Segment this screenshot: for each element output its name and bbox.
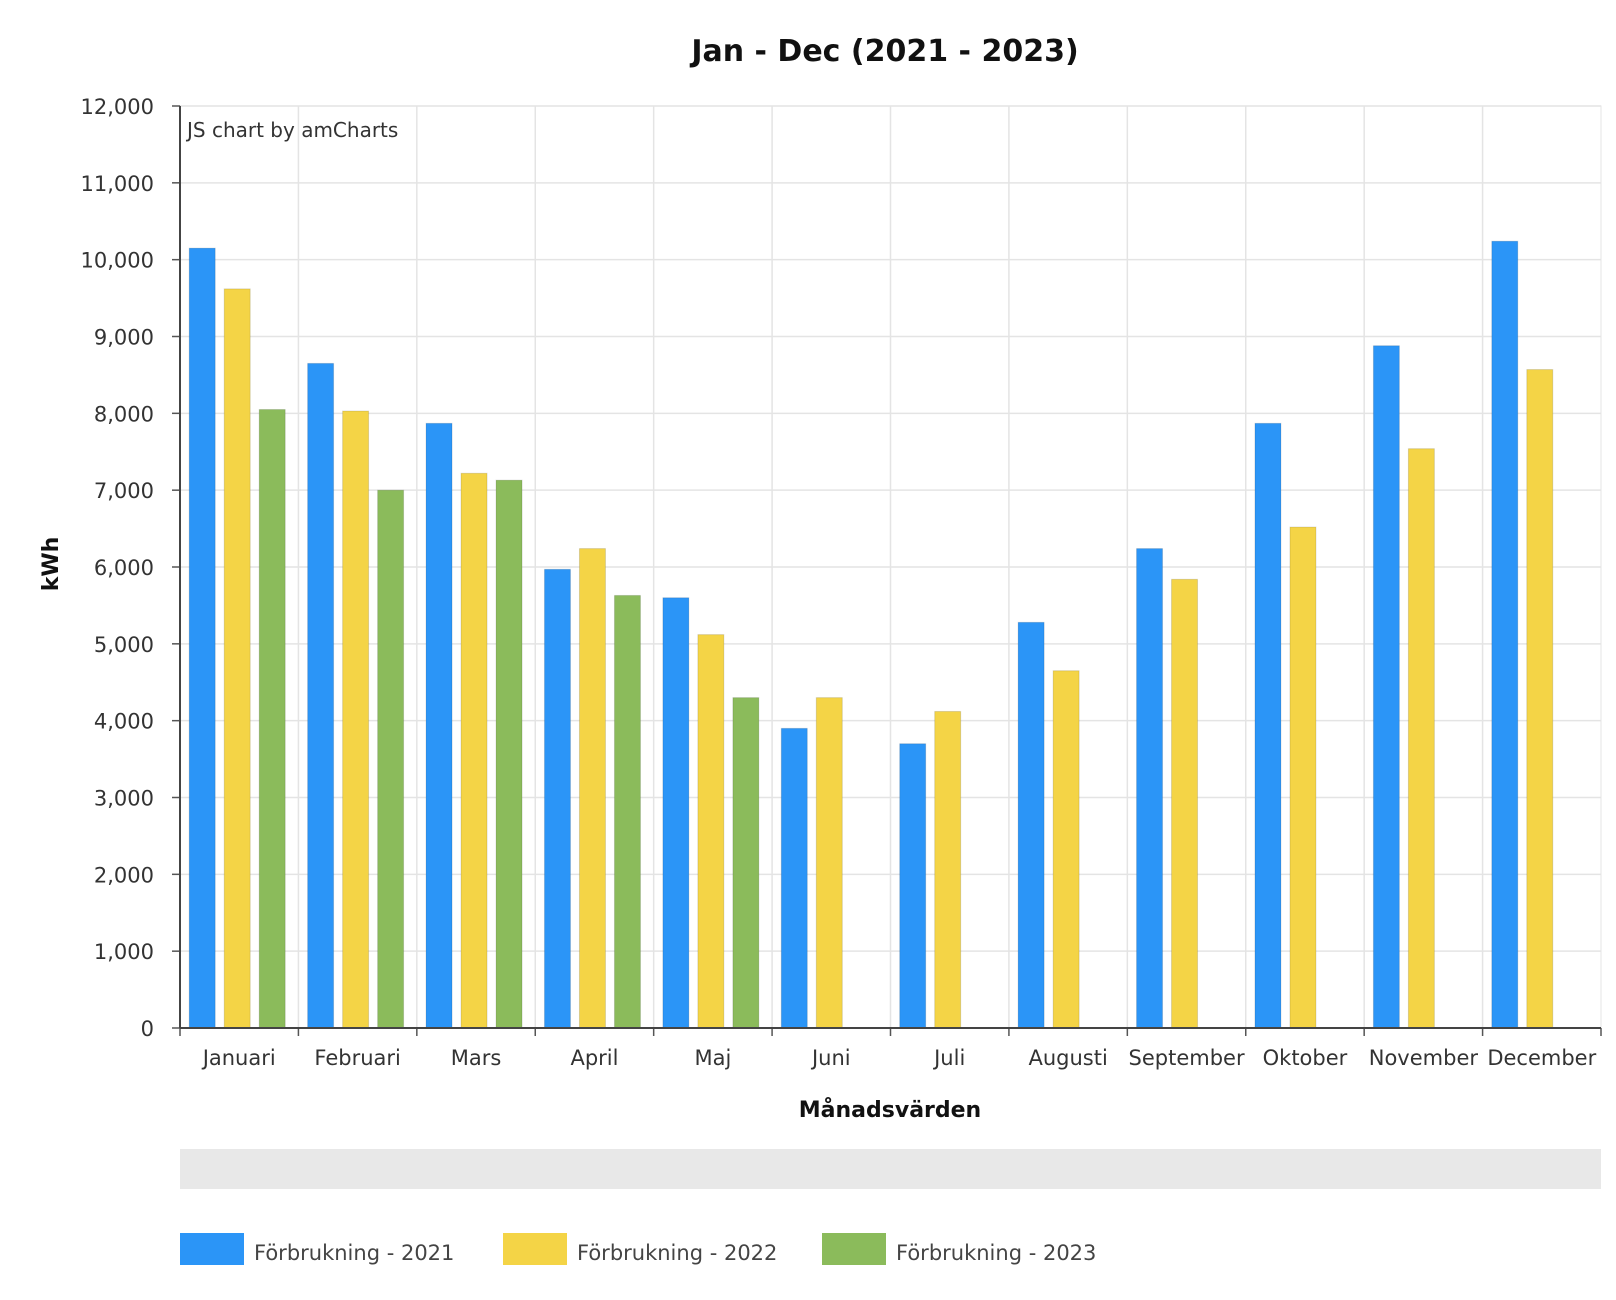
x-tick-label: November [1369, 1046, 1479, 1070]
axes [172, 105, 1602, 1036]
x-tick-label: Januari [201, 1046, 276, 1070]
y-tick-label: 11,000 [81, 172, 154, 196]
y-tick-label: 4,000 [94, 710, 154, 734]
y-tick-label: 5,000 [94, 633, 154, 657]
bar-2-maj[interactable] [697, 634, 725, 1029]
chart-scrollbar[interactable] [180, 1149, 1601, 1189]
bar-2-oktober[interactable] [1289, 526, 1317, 1029]
bar-2-april[interactable] [578, 548, 606, 1029]
bar-1-september[interactable] [1136, 548, 1164, 1029]
bars [188, 240, 1554, 1029]
y-tick-label: 6,000 [94, 556, 154, 580]
y-tick-label: 0 [141, 1017, 154, 1041]
legend-label[interactable]: Förbrukning - 2021 [254, 1241, 454, 1265]
bar-1-november[interactable] [1372, 345, 1400, 1029]
x-tick-label: Juli [932, 1046, 965, 1070]
bar-3-mars[interactable] [495, 479, 523, 1029]
bar-1-februari[interactable] [307, 362, 335, 1029]
bar-3-april[interactable] [613, 594, 641, 1029]
y-tick-labels: 0 1,000 2,000 3,000 4,000 5,000 6,000 7,000 8,00… [81, 95, 154, 1041]
legend-swatch[interactable] [180, 1233, 244, 1265]
bar-1-augusti[interactable] [1017, 621, 1045, 1029]
bar-1-mars[interactable] [425, 422, 453, 1029]
legend-swatch[interactable] [503, 1233, 567, 1265]
x-axis-title: Månadsvärden [799, 1097, 981, 1123]
bar-3-januari[interactable] [258, 408, 286, 1029]
bar-2-december[interactable] [1526, 369, 1554, 1029]
bar-2-mars[interactable] [460, 472, 488, 1029]
y-tick-label: 2,000 [94, 863, 154, 887]
bar-1-oktober[interactable] [1254, 422, 1282, 1029]
bar-1-juli[interactable] [899, 743, 927, 1029]
x-tick-label: Augusti [1028, 1046, 1107, 1070]
legend-label[interactable]: Förbrukning - 2023 [896, 1241, 1096, 1265]
bar-1-januari[interactable] [188, 247, 216, 1029]
bar-1-april[interactable] [543, 568, 571, 1029]
x-tick-labels: Januari Februari Mars April Maj Juni Juli Augus… [201, 1046, 1597, 1070]
bar-3-maj[interactable] [732, 697, 760, 1029]
x-tick-label: September [1129, 1046, 1245, 1070]
bar-1-december[interactable] [1491, 240, 1519, 1029]
bar-2-juli[interactable] [934, 710, 962, 1029]
x-tick-label: Juni [810, 1046, 851, 1070]
legend-swatch[interactable] [822, 1233, 886, 1265]
bar-3-februari[interactable] [377, 489, 405, 1029]
legend-label[interactable]: Förbrukning - 2022 [577, 1241, 777, 1265]
x-tick-label: Mars [451, 1046, 502, 1070]
bar-2-januari[interactable] [223, 288, 251, 1029]
y-tick-label: 12,000 [81, 95, 154, 119]
chart-credit[interactable]: JS chart by amCharts [185, 118, 398, 142]
y-tick-label: 9,000 [94, 326, 154, 350]
y-tick-label: 7,000 [94, 479, 154, 503]
chart-title: Jan - Dec (2021 - 2023) [689, 34, 1078, 69]
x-tick-label: Maj [694, 1046, 731, 1070]
bar-1-maj[interactable] [662, 597, 690, 1029]
y-tick-label: 1,000 [94, 940, 154, 964]
legend: Förbrukning - 2021 Förbrukning - 2022 Förb… [180, 1233, 1096, 1265]
x-tick-label: Februari [314, 1046, 400, 1070]
x-tick-label: December [1487, 1046, 1596, 1070]
x-tick-label: Oktober [1263, 1046, 1348, 1070]
x-tick-label: April [570, 1046, 618, 1070]
y-tick-label: 3,000 [94, 787, 154, 811]
bar-2-november[interactable] [1407, 448, 1435, 1029]
y-tick-label: 10,000 [81, 249, 154, 273]
y-axis-title: kWh [39, 537, 64, 592]
bar-2-juni[interactable] [815, 697, 843, 1029]
bar-2-september[interactable] [1171, 578, 1199, 1029]
y-tick-label: 8,000 [94, 402, 154, 426]
bar-1-juni[interactable] [780, 727, 808, 1029]
bar-2-februari[interactable] [342, 410, 370, 1029]
grid [179, 105, 1602, 1029]
bar-2-augusti[interactable] [1052, 670, 1080, 1029]
